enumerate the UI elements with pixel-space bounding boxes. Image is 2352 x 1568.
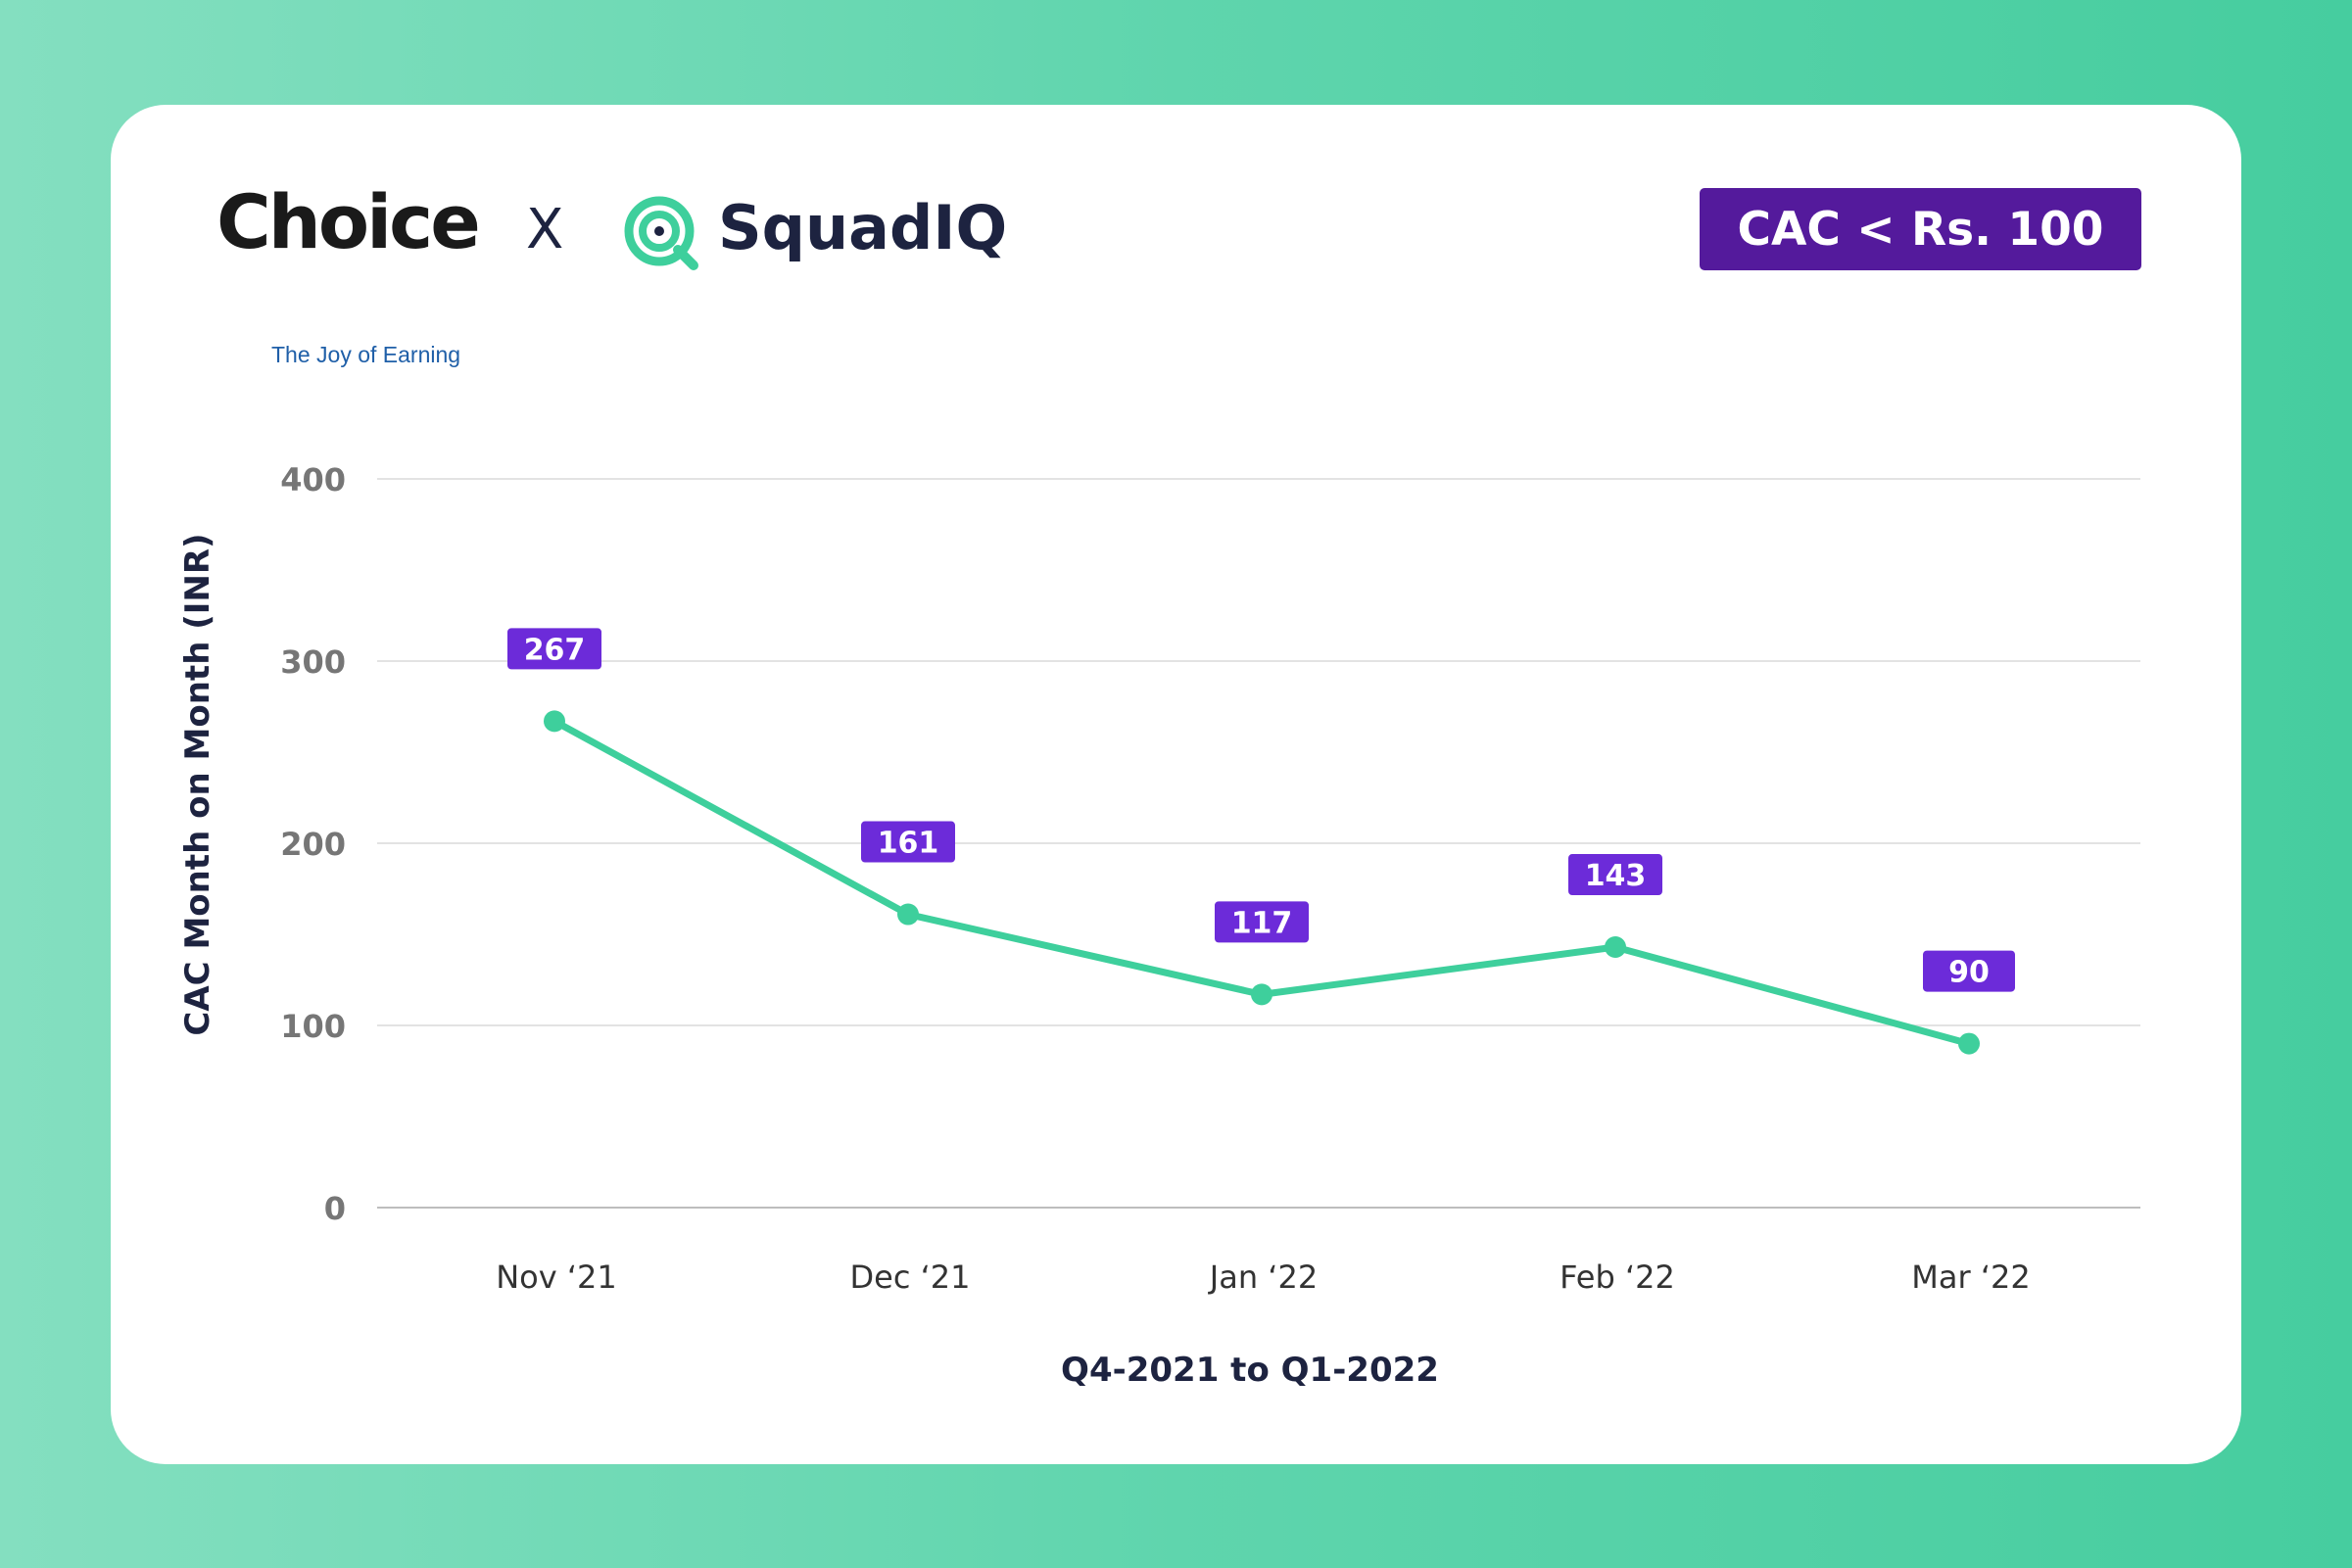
x-tick-label: Nov ‘21 [496,1259,617,1296]
choice-logo: Choice The Joy of Earning [216,185,481,366]
x-tick-label: Dec ‘21 [850,1259,971,1296]
y-tick-label: 200 [280,826,346,863]
partnership-separator: X [526,198,564,261]
choice-tagline: The Joy of Earning [271,342,461,367]
data-label: 161 [878,827,939,861]
data-label: 90 [1948,956,1990,990]
data-point [544,710,565,733]
data-label-box [1923,950,2015,992]
data-label: 267 [524,633,586,667]
data-label-box [507,628,601,670]
x-tick-label: Feb ‘22 [1560,1259,1675,1296]
data-point [1251,983,1272,1006]
data-points [544,710,1980,1055]
data-point [897,903,919,926]
cac-line-chart: 0 100 200 300 400 Nov ‘21 Dec ‘21 Jan ‘22 Feb ‘… [178,461,2140,1390]
data-label: 143 [1585,859,1647,893]
data-label-box [861,821,955,863]
data-labels: 267 161 117 143 90 [507,628,2015,992]
y-tick-label: 300 [280,643,346,681]
y-tick-label: 0 [324,1190,346,1227]
y-axis-title: CAC Month on Month (INR) [178,533,217,1035]
y-tick-label: 100 [280,1008,346,1045]
y-tick-label: 400 [280,461,346,499]
x-axis-ticks: Nov ‘21 Dec ‘21 Jan ‘22 Feb ‘22 Mar ‘22 [496,1259,2030,1296]
cac-target-badge: CAC < Rs. 100 [1700,188,2141,270]
data-point [1958,1032,1980,1055]
x-tick-label: Jan ‘22 [1208,1259,1318,1296]
chart-card: Choice The Joy of Earning X SquadIQ CAC … [111,105,2241,1464]
y-axis-ticks: 0 100 200 300 400 [280,461,346,1227]
choice-logo-text: Choice [216,178,481,265]
squadiq-target-icon [624,196,698,270]
squadiq-logo-text: SquadIQ [718,192,1008,263]
x-axis-title: Q4-2021 to Q1-2022 [1061,1351,1439,1390]
data-label-box [1568,854,1662,896]
data-label-box [1215,901,1309,943]
data-point [1605,936,1626,959]
x-tick-label: Mar ‘22 [1911,1259,2030,1296]
grid-lines [377,478,2140,1209]
data-label: 117 [1231,906,1293,940]
